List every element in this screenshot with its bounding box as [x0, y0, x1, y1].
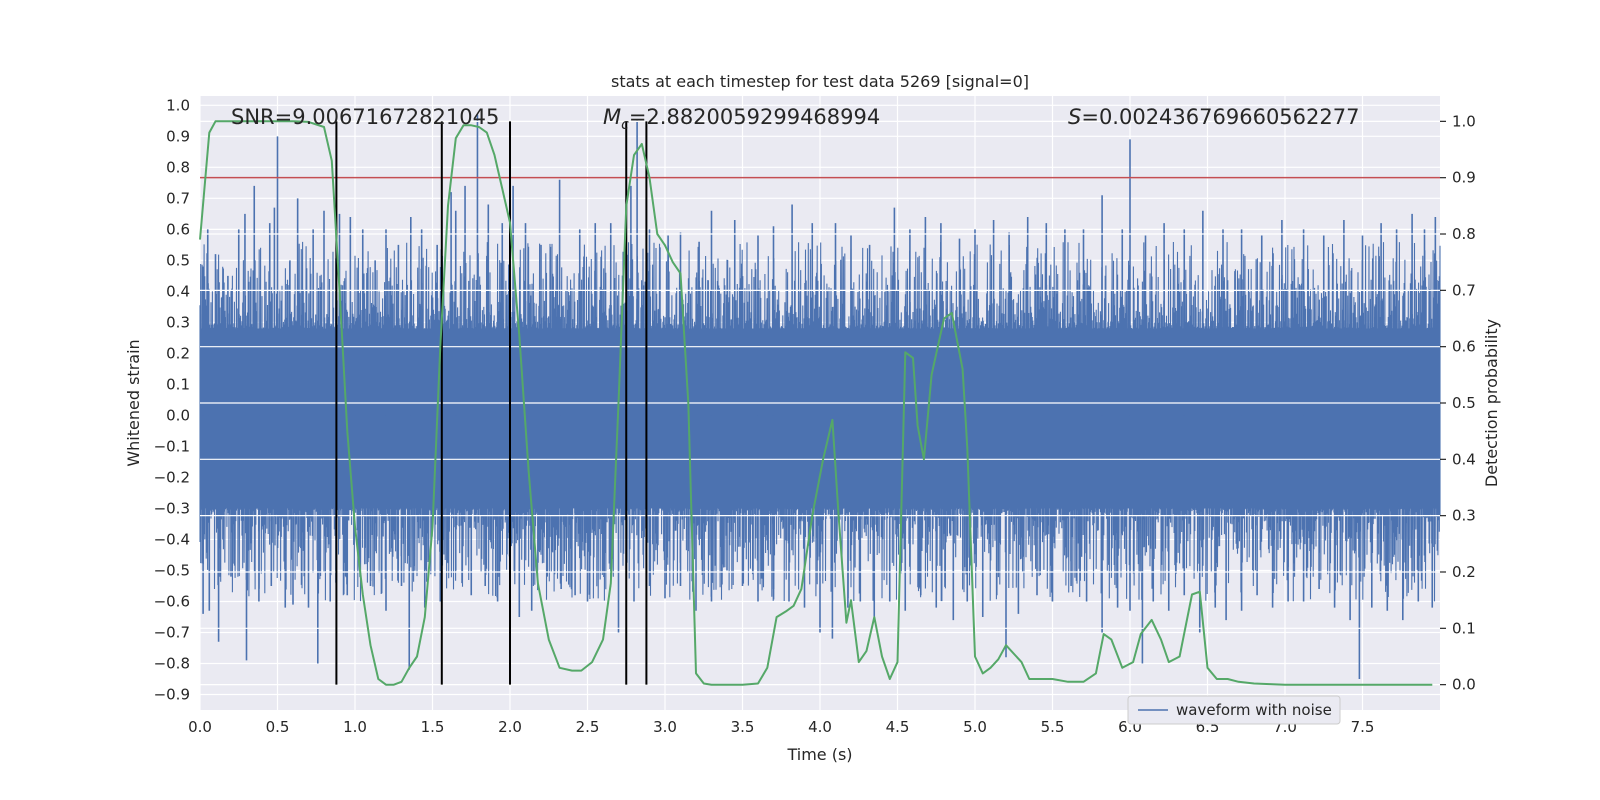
- y-left-tick-label: 0.4: [166, 282, 190, 300]
- y-axis-right-label: Detection probability: [1482, 319, 1501, 487]
- y-right-tick-label: 1.0: [1452, 112, 1476, 130]
- x-tick-label: 5.0: [963, 718, 987, 736]
- y-right-tick-label: 0.2: [1452, 563, 1476, 581]
- x-tick-label: 0.5: [266, 718, 290, 736]
- y-left-tick-label: 0.1: [166, 375, 190, 393]
- y-left-tick-label: −0.6: [154, 592, 190, 610]
- y-right-tick-label: 0.4: [1452, 450, 1476, 468]
- x-tick-label: 2.0: [498, 718, 522, 736]
- y-axis-left-label: Whitened strain: [124, 339, 143, 466]
- event-markers: [335, 121, 648, 685]
- y-right-tick-label: 0.7: [1452, 281, 1476, 299]
- probability-series: [199, 120, 1433, 686]
- x-tick-label: 7.5: [1351, 718, 1375, 736]
- x-tick-label: 4.5: [886, 718, 910, 736]
- y-left-tick-label: 0.2: [166, 344, 190, 362]
- chirp-mass-annotation: Mc=2.8820059299468994: [603, 105, 880, 133]
- y-left-tick-label: 0.9: [166, 127, 190, 145]
- x-tick-label: 4.0: [808, 718, 832, 736]
- y-right-tick-label: 0.0: [1452, 676, 1476, 694]
- y-right-tick-label: 0.8: [1452, 225, 1476, 243]
- y-right-tick-label: 0.9: [1452, 169, 1476, 187]
- s-annotation: S=0.002436769660562277: [1068, 105, 1359, 129]
- y-right-tick-label: 0.3: [1452, 507, 1476, 525]
- y-left-tick-label: 0.3: [166, 313, 190, 331]
- y-left-tick-label: −0.8: [154, 654, 190, 672]
- legend-label-waveform: waveform with noise: [1176, 701, 1332, 719]
- y-left-tick-label: 0.7: [166, 189, 190, 207]
- y-left-tick-label: 0.0: [166, 406, 190, 424]
- s-symbol: S: [1068, 105, 1081, 129]
- y-axis-right-ticks: 1.0 0.9 0.8 0.7 0.6 0.5 0.4 0.3 0.2 0.1 0.0: [1440, 112, 1476, 694]
- snr-value: 9.00671672821045: [292, 105, 499, 129]
- y-left-tick-label: −0.5: [154, 561, 190, 579]
- chirp-mass-symbol: M: [603, 105, 621, 129]
- chart-title: stats at each timestep for test data 526…: [611, 72, 1029, 91]
- x-tick-label: 5.5: [1041, 718, 1065, 736]
- x-tick-label: 3.5: [731, 718, 755, 736]
- chirp-mass-subscript: c: [621, 117, 629, 133]
- probability-line: [199, 120, 1433, 686]
- s-value: =0.002436769660562277: [1081, 105, 1359, 129]
- y-axis-left-ticks: 1.0 0.9 0.8 0.7 0.6 0.5 0.4 0.3 0.2 0.1 0.0 −0.1 −0.…: [154, 96, 190, 703]
- x-tick-label: 3.0: [653, 718, 677, 736]
- snr-annotation: SNR=9.00671672821045: [231, 105, 499, 129]
- x-tick-label: 2.5: [576, 718, 600, 736]
- y-left-tick-label: 0.6: [166, 220, 190, 238]
- y-right-tick-label: 0.1: [1452, 619, 1476, 637]
- y-left-tick-label: −0.9: [154, 685, 190, 703]
- y-left-tick-label: 1.0: [166, 96, 190, 114]
- x-tick-label: 0.0: [188, 718, 212, 736]
- x-tick-label: 1.0: [343, 718, 367, 736]
- x-axis-label: Time (s): [786, 745, 852, 764]
- y-left-tick-label: −0.3: [154, 499, 190, 517]
- x-tick-label: 1.5: [421, 718, 445, 736]
- y-right-tick-label: 0.5: [1452, 394, 1476, 412]
- chirp-mass-value: =2.8820059299468994: [629, 105, 880, 129]
- snr-prefix: SNR=: [231, 105, 292, 129]
- y-left-tick-label: −0.4: [154, 530, 190, 548]
- y-left-tick-label: −0.2: [154, 468, 190, 486]
- y-left-tick-label: 0.5: [166, 251, 190, 269]
- y-right-tick-label: 0.6: [1452, 338, 1476, 356]
- legend: waveform with noise: [1127, 695, 1341, 725]
- y-left-tick-label: −0.1: [154, 437, 190, 455]
- y-left-tick-label: 0.8: [166, 158, 190, 176]
- legend-box: [1127, 695, 1341, 725]
- y-left-tick-label: −0.7: [154, 623, 190, 641]
